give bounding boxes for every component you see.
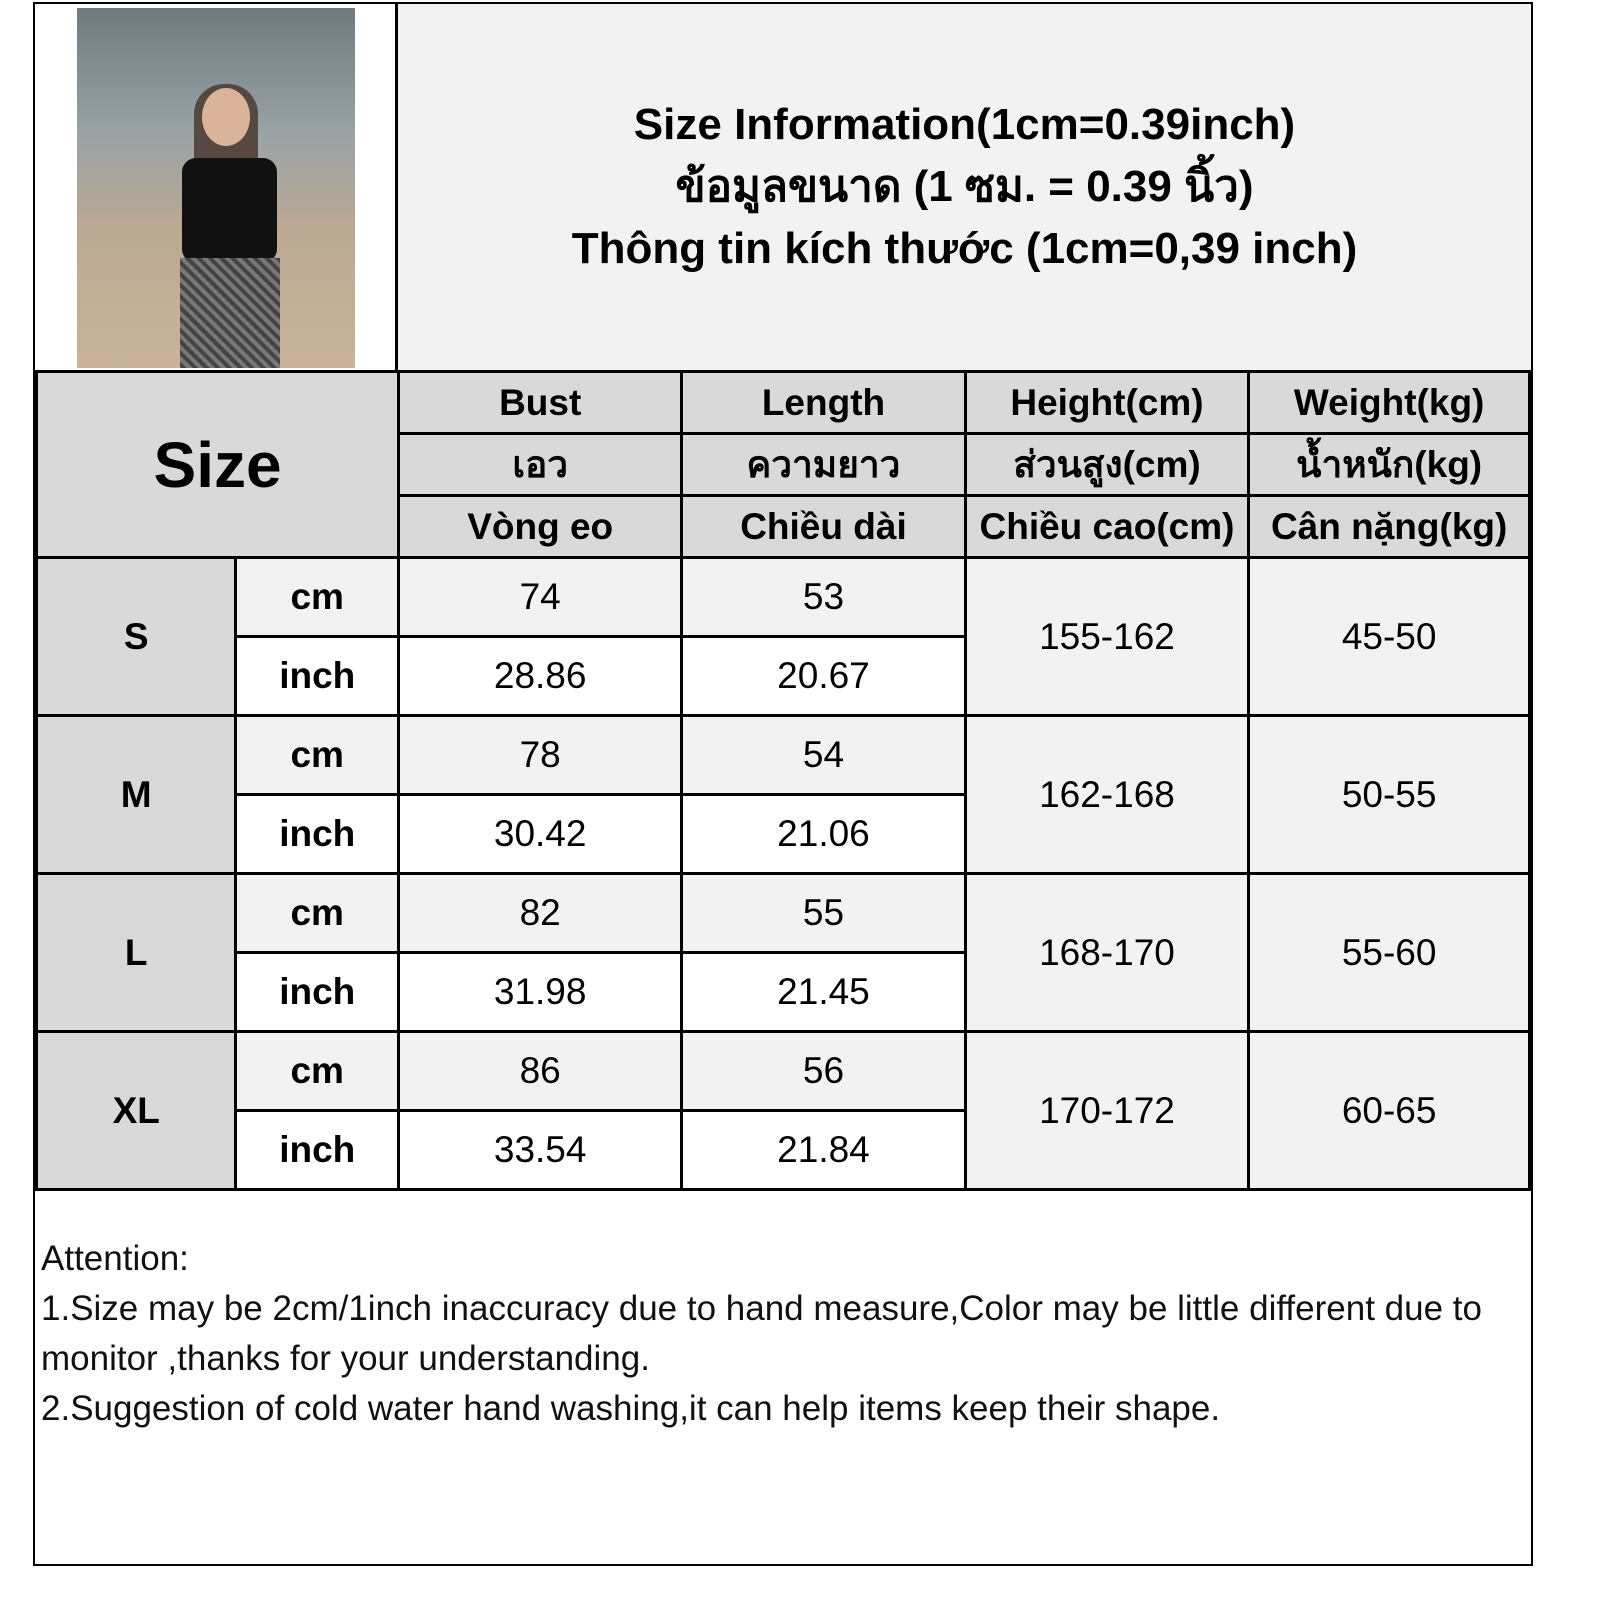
height-range: 170-172	[963, 1030, 1251, 1191]
weight-range: 50-55	[1247, 714, 1531, 875]
size-label: M	[34, 714, 238, 875]
col-header-vi: Chiều dài	[680, 494, 967, 559]
unit-cm: cm	[234, 1030, 401, 1112]
table-row-inch: inch 30.42 21.06	[37, 793, 1530, 875]
length-cm: 55	[680, 872, 967, 954]
col-header-en: Weight(kg)	[1247, 370, 1531, 435]
notes-heading: Attention:	[41, 1239, 189, 1278]
table-row-inch: inch 33.54 21.84	[37, 1109, 1530, 1191]
col-header-th: เอว	[397, 432, 684, 497]
bust-cm: 82	[397, 872, 684, 954]
weight-range: 60-65	[1247, 1030, 1531, 1191]
height-range: 162-168	[963, 714, 1251, 875]
col-header-th: ความยาว	[680, 432, 967, 497]
col-header-en: Height(cm)	[963, 370, 1251, 435]
bust-cm: 78	[397, 714, 684, 796]
height-range: 155-162	[963, 556, 1251, 717]
col-header-vi: Vòng eo	[397, 494, 684, 559]
product-photo-cell	[35, 4, 398, 370]
bust-cm: 74	[397, 556, 684, 638]
table-row-inch: inch 28.86 20.67	[37, 635, 1530, 717]
unit-cm: cm	[234, 714, 401, 796]
bust-cm: 86	[397, 1030, 684, 1112]
model-pants	[180, 258, 280, 368]
model-figure	[172, 84, 282, 368]
height-range: 168-170	[963, 872, 1251, 1033]
length-inch: 21.45	[680, 951, 967, 1033]
size-label: S	[34, 556, 238, 717]
product-photo	[77, 8, 355, 368]
unit-inch: inch	[234, 635, 401, 717]
size-label: XL	[34, 1030, 238, 1191]
model-shirt	[182, 158, 277, 263]
length-cm: 53	[680, 556, 967, 638]
attention-notes: Attention: 1.Size may be 2cm/1inch inacc…	[41, 1234, 1523, 1434]
col-header-vi: Cân nặng(kg)	[1247, 494, 1531, 559]
length-inch: 21.84	[680, 1109, 967, 1191]
weight-range: 45-50	[1247, 556, 1531, 717]
size-chart: Size Information(1cm=0.39inch) ข้อมูลขนา…	[33, 2, 1533, 1566]
bust-inch: 28.86	[397, 635, 684, 717]
model-head	[202, 88, 250, 146]
col-header-th: ส่วนสูง(cm)	[963, 432, 1251, 497]
col-header-th: น้ำหนัก(kg)	[1247, 432, 1531, 497]
unit-cm: cm	[234, 556, 401, 638]
size-header: Size	[34, 370, 401, 559]
unit-inch: inch	[234, 1109, 401, 1191]
title-english: Size Information(1cm=0.39inch)	[633, 100, 1296, 149]
col-header-en: Length	[680, 370, 967, 435]
bust-inch: 31.98	[397, 951, 684, 1033]
table-row-inch: inch 31.98 21.45	[37, 951, 1530, 1033]
note-item: 1.Size may be 2cm/1inch inaccuracy due t…	[41, 1289, 1482, 1378]
note-item: 2.Suggestion of cold water hand washing,…	[41, 1389, 1221, 1428]
bust-inch: 33.54	[397, 1109, 684, 1191]
unit-inch: inch	[234, 951, 401, 1033]
col-header-vi: Chiều cao(cm)	[963, 494, 1251, 559]
unit-inch: inch	[234, 793, 401, 875]
title-block: Size Information(1cm=0.39inch) ข้อมูลขนา…	[398, 4, 1531, 370]
length-inch: 20.67	[680, 635, 967, 717]
bust-inch: 30.42	[397, 793, 684, 875]
title-thai: ข้อมูลขนาด (1 ซม. = 0.39 นิ้ว)	[675, 162, 1254, 211]
title-vietnamese: Thông tin kích thước (1cm=0,39 inch)	[571, 224, 1358, 273]
length-inch: 21.06	[680, 793, 967, 875]
col-header-en: Bust	[397, 370, 684, 435]
size-label: L	[34, 872, 238, 1033]
length-cm: 54	[680, 714, 967, 796]
size-table: Size Bust Length Height(cm) Weight(kg) เ…	[34, 370, 1531, 1191]
unit-cm: cm	[234, 872, 401, 954]
length-cm: 56	[680, 1030, 967, 1112]
weight-range: 55-60	[1247, 872, 1531, 1033]
table-row-cm: XL cm 86 56 170-172 60-65	[34, 1030, 1531, 1191]
